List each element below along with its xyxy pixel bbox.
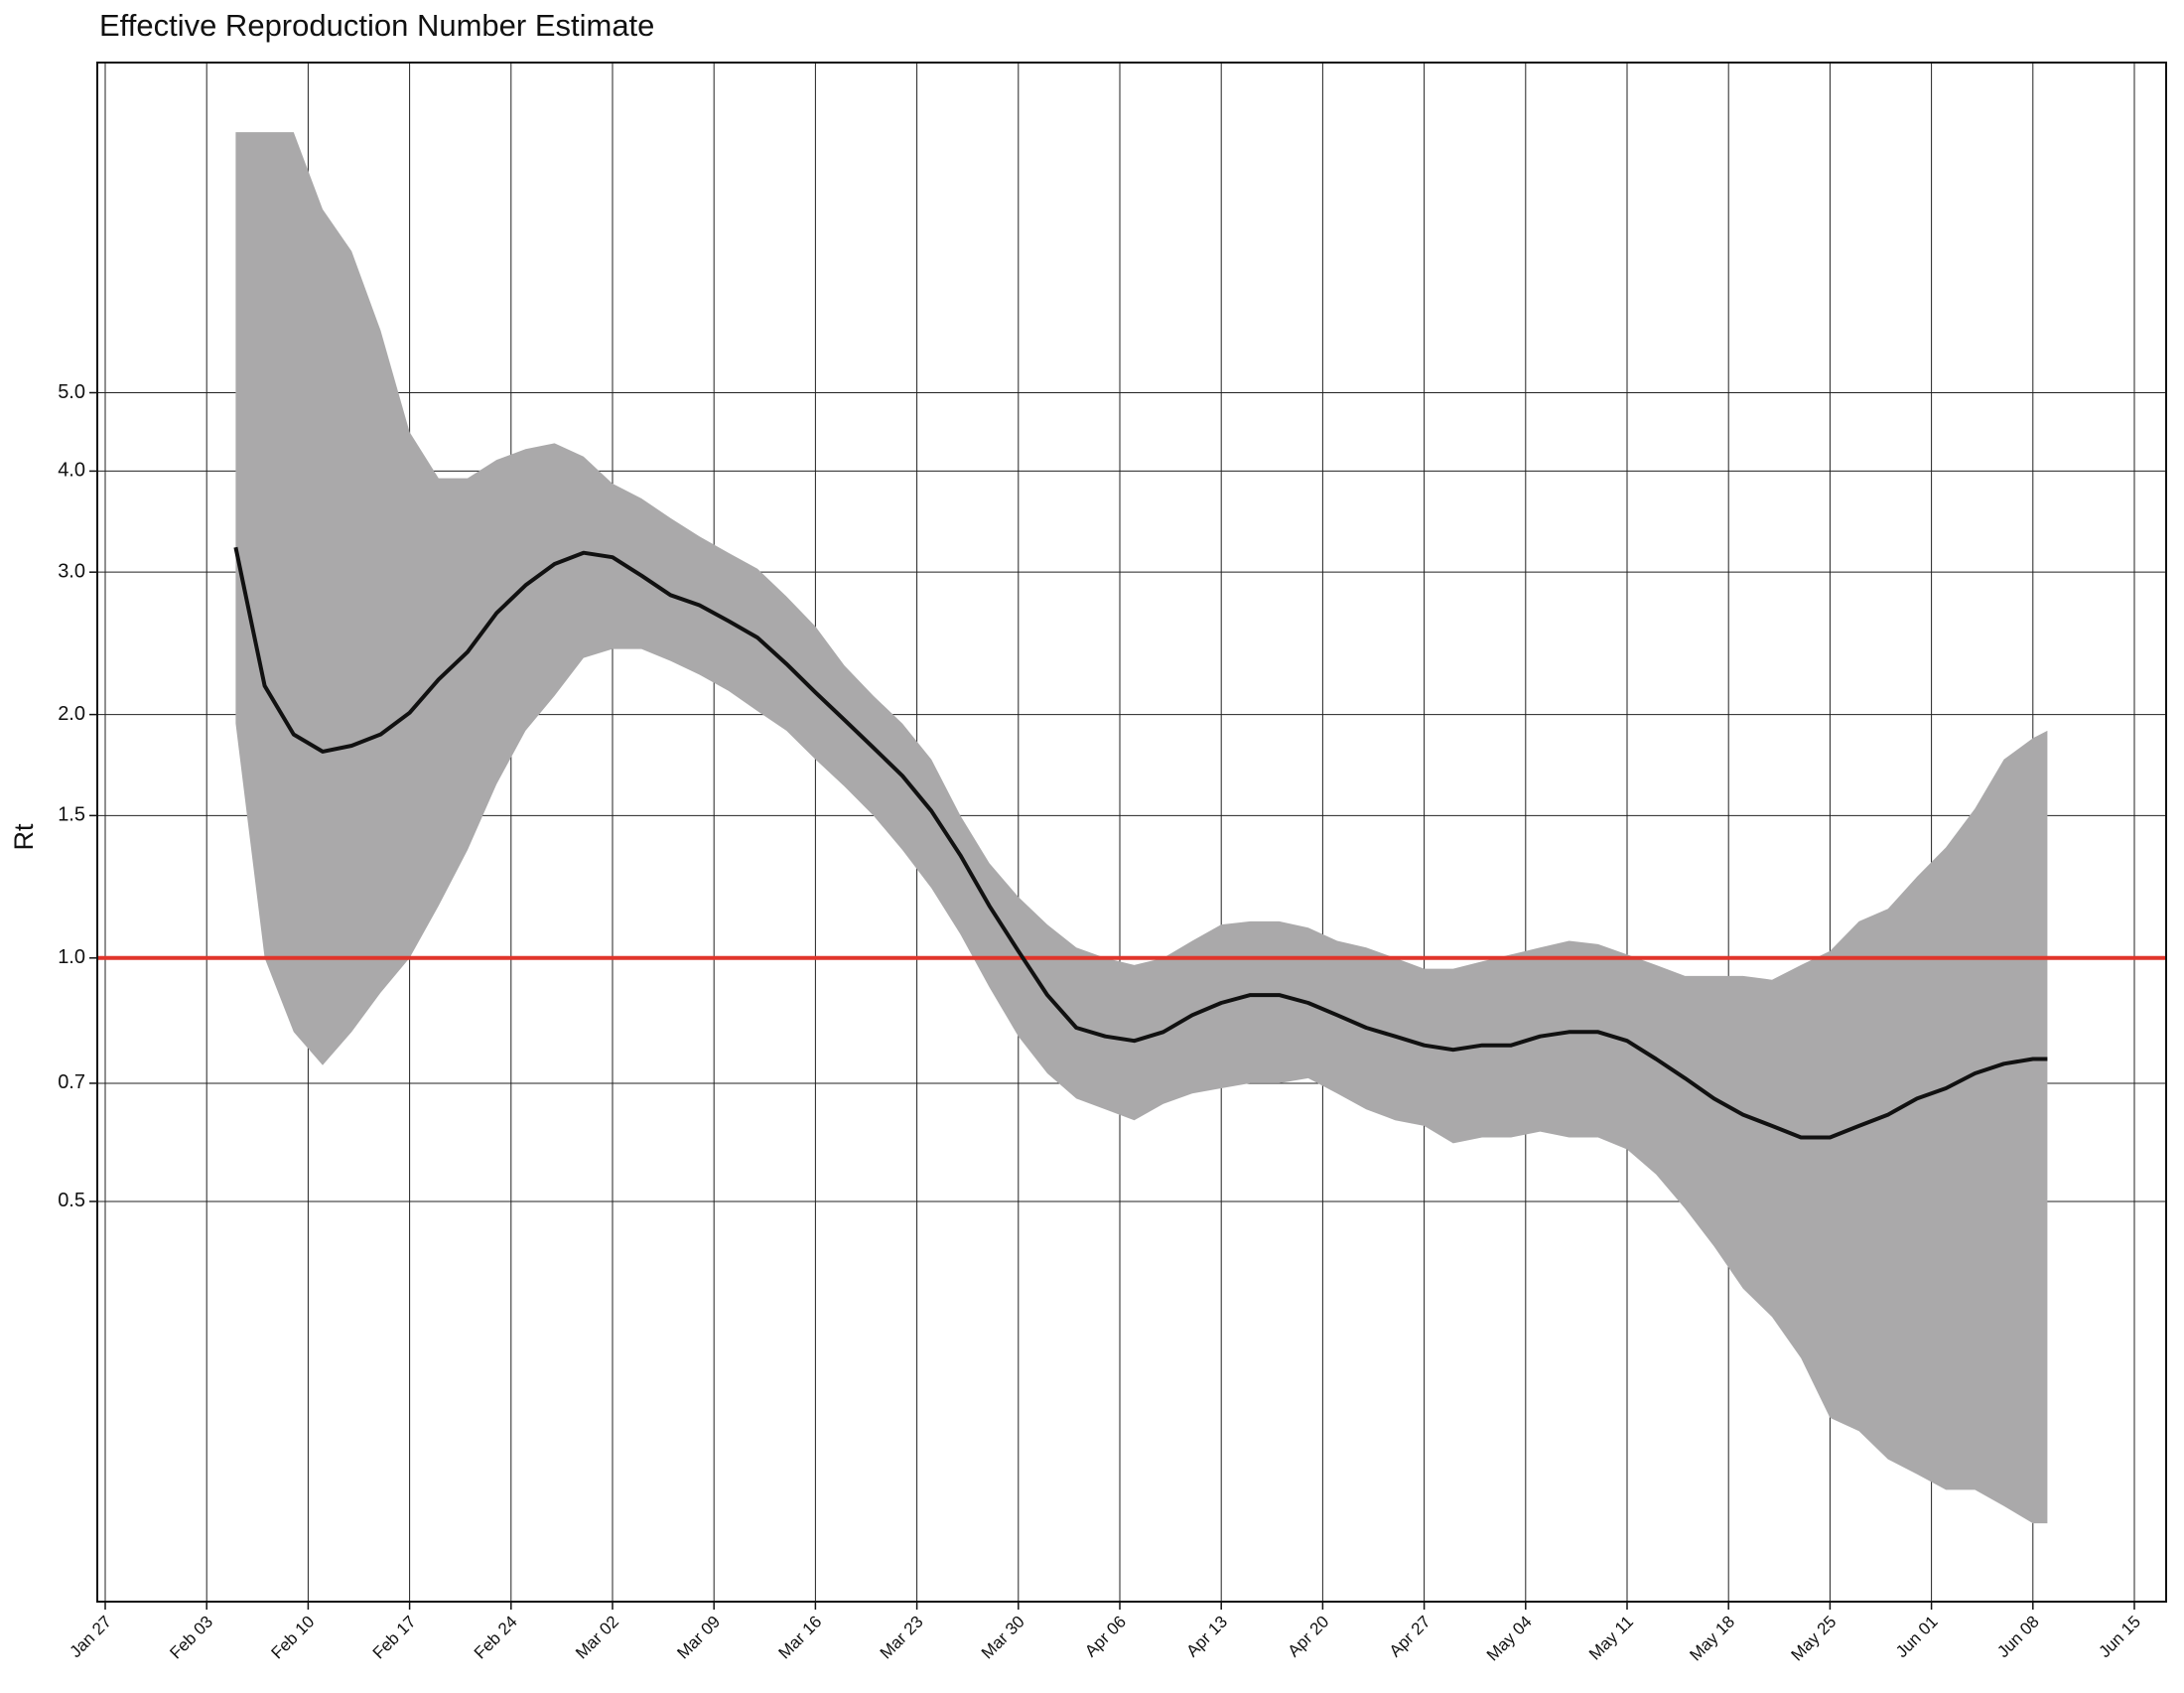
x-tick-label: May 11 <box>1585 1613 1637 1664</box>
x-tick-label: Mar 16 <box>775 1613 826 1663</box>
x-tick-label: Feb 17 <box>369 1613 420 1663</box>
x-tick-label: Feb 10 <box>268 1613 319 1663</box>
band-layer <box>235 132 2048 1524</box>
y-tick-label: 1.0 <box>58 946 85 968</box>
y-axis-label: Rt <box>9 823 39 850</box>
x-tick-label: Apr 27 <box>1386 1613 1434 1661</box>
x-tick-label: Jun 01 <box>1892 1613 1942 1662</box>
x-tick-label: Apr 06 <box>1081 1613 1130 1661</box>
series-line <box>233 546 2048 1140</box>
chart-title: Effective Reproduction Number Estimate <box>99 8 654 43</box>
x-tick-label: Mar 02 <box>572 1613 622 1663</box>
confidence-band <box>235 132 2048 1524</box>
y-tick-label: 3.0 <box>58 560 85 582</box>
x-tick-label: Apr 13 <box>1182 1613 1231 1661</box>
x-tick-label: May 25 <box>1788 1613 1841 1665</box>
x-tick-label: Mar 30 <box>978 1613 1028 1663</box>
x-tick-label: Apr 20 <box>1285 1613 1333 1661</box>
x-tick-label: Feb 03 <box>166 1613 216 1663</box>
x-tick-label: Feb 24 <box>471 1613 521 1663</box>
x-tick-label: Jan 27 <box>66 1613 115 1662</box>
line-layer <box>233 546 2048 1140</box>
y-tick-label: 0.5 <box>58 1190 85 1211</box>
y-tick-label: 1.5 <box>58 804 85 826</box>
y-tick-label: 4.0 <box>58 460 85 482</box>
x-tick-label: Mar 09 <box>673 1613 724 1663</box>
y-tick-label: 0.7 <box>58 1071 85 1093</box>
x-tick-label: Mar 23 <box>877 1613 927 1663</box>
x-tick-label: Jun 08 <box>1993 1613 2043 1662</box>
x-tick-label: Jun 15 <box>2095 1613 2144 1662</box>
y-tick-label: 2.0 <box>58 703 85 725</box>
y-tick-label: 5.0 <box>58 381 85 403</box>
x-tick-label: May 04 <box>1483 1613 1536 1665</box>
x-tick-label: May 18 <box>1686 1613 1738 1665</box>
plot-frame <box>96 62 2167 1603</box>
